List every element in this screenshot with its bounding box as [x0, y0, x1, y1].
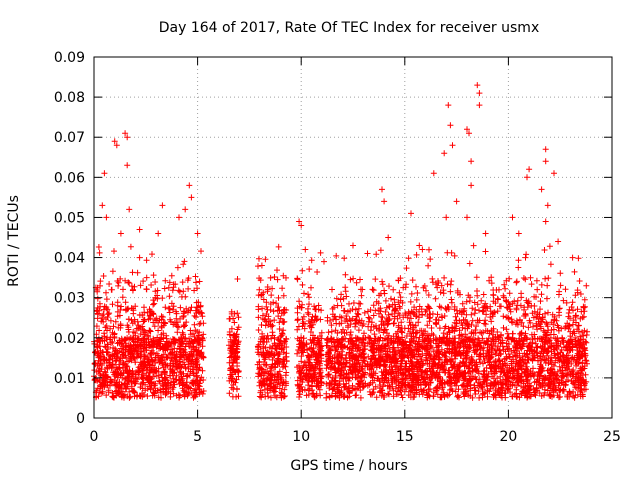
y-tick-label: 0.03 [54, 291, 85, 307]
y-axis-label: ROTI / TECUs [6, 195, 22, 287]
plot-frame [93, 56, 613, 419]
y-tick-label: 0 [76, 411, 85, 427]
y-tick-label: 0.08 [54, 90, 85, 106]
data-point-markers [91, 82, 591, 401]
x-tick-label: 25 [603, 429, 621, 445]
axis-ticks [93, 56, 613, 419]
y-tick-label: 0.07 [54, 130, 85, 146]
x-tick-label: 5 [193, 429, 202, 445]
y-tick-label: 0.01 [54, 371, 85, 387]
chart-title: Day 164 of 2017, Rate Of TEC Index for r… [159, 20, 539, 36]
y-tick-label: 0.02 [54, 331, 85, 347]
x-tick-label: 0 [90, 429, 99, 445]
tick-labels: 0 0.01 0.02 0.03 0.04 0.05 0.06 0.07 0.08 0.09 0 5 1… [54, 50, 621, 445]
y-tick-label: 0.06 [54, 170, 85, 186]
x-tick-label: 10 [292, 429, 310, 445]
data-points [91, 82, 591, 401]
y-tick-label: 0.09 [54, 50, 85, 66]
y-tick-label: 0.04 [54, 251, 85, 267]
x-tick-label: 20 [499, 429, 517, 445]
y-tick-label: 0.05 [54, 210, 85, 226]
x-tick-label: 15 [396, 429, 414, 445]
x-axis-label: GPS time / hours [290, 458, 407, 474]
